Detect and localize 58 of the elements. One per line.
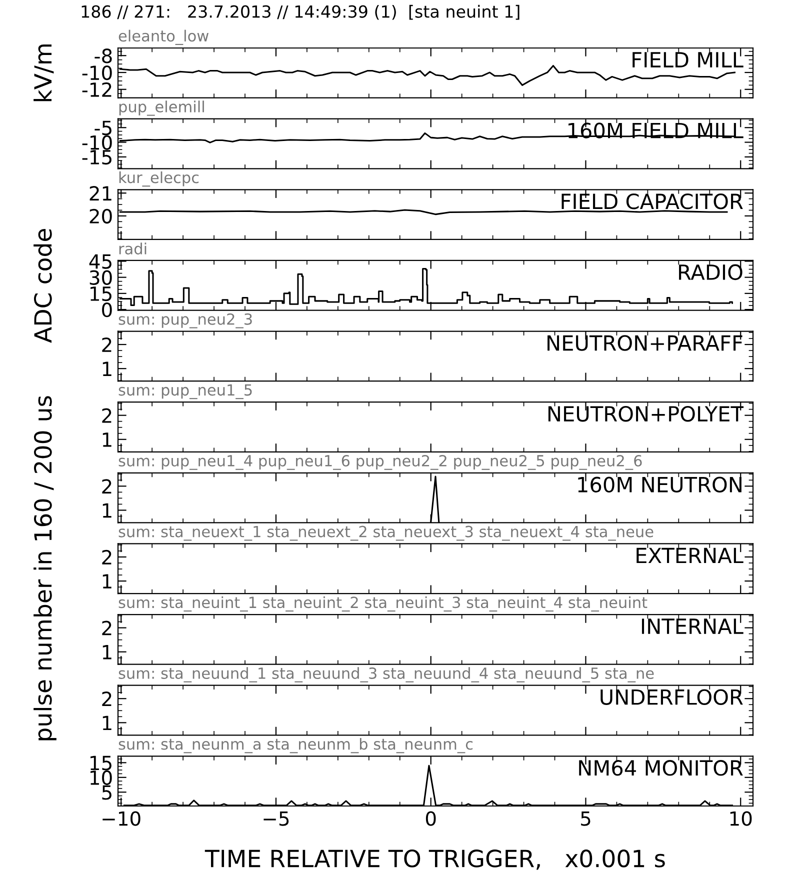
chart-title: UNDERFLOOR: [600, 689, 743, 705]
chart-subtitle: sum: sta_neuint_1 sta_neuint_2 sta_neuint_3 sta_neuint_4 sta_neuint: [118, 596, 648, 612]
chart-title: INTERNAL: [642, 618, 744, 634]
text: 186 // 271: 23.7.2013 // 14:49:39 (1) [sta neuint 1]: [82, 4, 520, 20]
y-axis-title: pulse number in 160 / 200 us: [34, 396, 56, 740]
y-tick-label: 1: [102, 432, 112, 447]
y-tick-label: 45: [89, 254, 112, 269]
chart-subtitle: sum: sta_neuext_1 sta_neuext_2 sta_neuext_3 sta_neuext_4 sta_neue: [118, 526, 654, 541]
chart-title: FIELD CAPACITOR: [562, 193, 743, 210]
x-tick-label: 5: [581, 811, 590, 826]
y-tick-label: 20: [90, 208, 112, 224]
x-tick-label: −5: [264, 811, 289, 826]
y-axis-title: ADC code: [34, 228, 52, 343]
y-tick-label: 2: [102, 408, 112, 423]
y-tick-label: 5: [102, 785, 112, 800]
y-tick-label: 30: [90, 270, 112, 285]
y-tick-label: 15: [90, 286, 112, 302]
y-tick-label: -8: [94, 48, 112, 64]
chart-subtitle: sum: sta_neuund_1 sta_neuund_3 sta_neuund_4 sta_neuund_5 sta_ne: [118, 667, 654, 682]
y-tick-label: -15: [82, 150, 112, 165]
y-tick-label: 10: [90, 770, 112, 786]
y-tick-label: -10: [82, 135, 112, 150]
chart-subtitle: sum: sta_neunm_a sta_neunm_b sta_neunm_c: [118, 738, 473, 754]
chart-subtitle: kur_elecpc: [119, 171, 199, 187]
chart-subtitle: eleanto_low: [118, 30, 209, 45]
y-tick-label: 0: [102, 302, 112, 318]
y-tick-label: 2: [102, 550, 112, 564]
chart-title: 160M NEUTRON: [578, 476, 742, 493]
y-tick-label: 1: [102, 574, 112, 588]
chart-title: EXTERNAL: [636, 548, 744, 564]
chart-title: NEUTRON+PARAFF: [548, 335, 742, 351]
y-tick-label: 1: [102, 716, 112, 730]
chart-subtitle: sum: pup_neu1_4 pup_neu1_6 pup_neu2_2 pup_neu2_5 pup_neu2_6: [118, 454, 642, 470]
y-tick-label: 21: [90, 186, 112, 200]
y-axis-title: kV/m: [34, 44, 54, 102]
y-tick-label: 15: [90, 756, 112, 770]
x-tick-label: 0: [426, 811, 436, 826]
chart-title: FIELD MILL: [632, 52, 744, 68]
y-tick-label: 1: [102, 503, 112, 518]
chart-title: RADIO: [679, 264, 742, 280]
y-tick-label: 2: [102, 620, 112, 636]
y-tick-label: -12: [82, 82, 112, 97]
chart-subtitle: pup_elemill: [119, 100, 204, 116]
y-tick-label: 2: [102, 337, 112, 352]
x-tick-label: 10: [730, 811, 752, 826]
y-tick-label: 2: [102, 692, 112, 706]
y-tick-label: -10: [82, 65, 112, 80]
y-tick-label: 2: [102, 479, 112, 494]
x-axis-title: TIME RELATIVE TO TRIGGER, x0.001 s: [204, 850, 665, 870]
chart-title: NEUTRON+POLYET: [548, 406, 744, 422]
y-tick-label: 1: [102, 362, 112, 376]
chart-title: NM64 MONITOR: [579, 760, 743, 776]
chart-subtitle: radi: [119, 242, 146, 254]
y-tick-label: 1: [102, 645, 112, 660]
chart-subtitle: sum: pup_neu2_3: [118, 313, 252, 328]
x-tick-label: −10: [102, 811, 140, 826]
y-tick-label: -5: [94, 120, 112, 136]
chart-subtitle: sum: pup_neu1_5: [118, 384, 252, 400]
